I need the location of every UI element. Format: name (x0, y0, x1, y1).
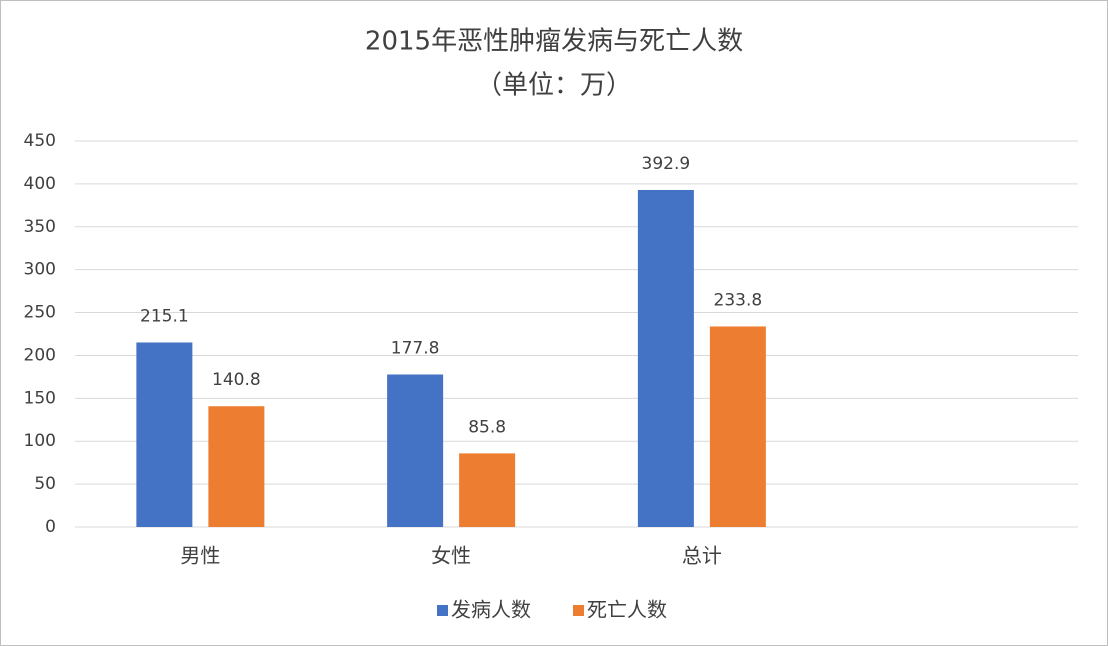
y-tick-label: 300 (24, 260, 56, 280)
y-tick-label: 450 (24, 131, 56, 151)
y-tick-label: 350 (24, 217, 56, 237)
legend-label: 死亡人数 (587, 598, 667, 622)
y-tick-label: 150 (24, 388, 56, 408)
chart-title: 2015年恶性肿瘤发病与死亡人数 (365, 27, 743, 57)
y-tick-label: 400 (24, 174, 56, 194)
value-label: 140.8 (212, 370, 261, 390)
y-tick-label: 100 (24, 431, 56, 451)
bar (208, 406, 265, 527)
y-tick-label: 250 (24, 303, 56, 323)
legend-label: 发病人数 (451, 598, 531, 622)
value-label: 177.8 (391, 338, 440, 358)
y-tick-label: 50 (34, 474, 56, 494)
y-tick-label: 200 (24, 345, 56, 365)
x-tick-label: 女性 (431, 544, 471, 568)
legend-swatch (573, 605, 584, 616)
y-tick-label: 0 (45, 517, 56, 537)
value-label: 392.9 (642, 154, 691, 174)
bar (637, 189, 694, 527)
value-label: 215.1 (140, 306, 189, 326)
legend-swatch (437, 605, 448, 616)
value-label: 85.8 (468, 417, 506, 437)
x-tick-label: 总计 (682, 544, 722, 568)
bar (136, 342, 193, 527)
chart-subtitle: （单位：万） (476, 71, 632, 101)
bar (387, 374, 444, 527)
bar (709, 326, 766, 527)
value-label: 233.8 (714, 290, 763, 310)
bar (459, 453, 516, 527)
x-tick-label: 男性 (180, 544, 220, 568)
